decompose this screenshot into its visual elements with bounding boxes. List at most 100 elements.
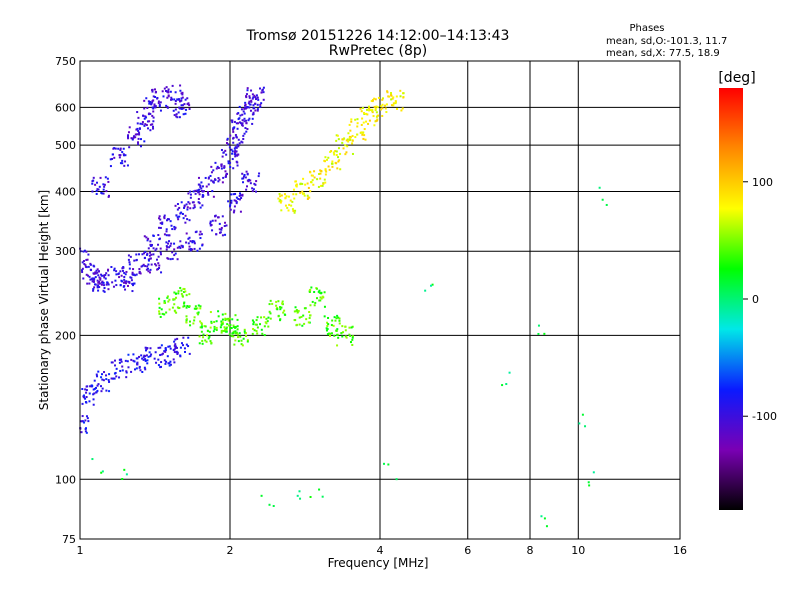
data-point [228,317,231,320]
data-point [199,230,202,233]
data-point [141,264,144,267]
data-point [176,98,179,101]
data-point [301,190,304,193]
data-point [230,148,233,151]
data-point [341,138,344,141]
data-point [326,333,329,336]
data-point [136,141,139,144]
data-point [294,209,297,212]
data-point [250,99,253,102]
data-point [202,336,205,339]
data-point [232,193,235,196]
data-point [319,296,322,299]
data-point [279,199,282,202]
data-point [157,346,160,349]
data-point [367,107,370,110]
data-point [178,245,181,248]
data-point [87,265,90,268]
data-point [326,321,329,324]
data-point [174,345,177,348]
data-point [308,290,311,293]
data-point [112,285,115,288]
data-point [147,100,150,103]
data-point [114,147,117,150]
data-point [154,249,157,252]
data-point [351,152,354,155]
data-point [316,297,319,300]
data-point [372,115,375,118]
data-point [127,134,130,137]
data-point [307,321,310,324]
data-point [174,343,177,346]
data-point [197,183,200,186]
data-point [308,317,311,320]
data-point [234,192,237,195]
data-point [134,368,137,371]
data-point [344,325,347,328]
data-point [598,186,601,189]
data-point [150,243,153,246]
data-point [125,473,128,476]
data-point [168,308,171,311]
data-point [179,346,182,349]
data-point [132,359,135,362]
data-point [217,166,220,169]
data-point [143,107,146,110]
data-point [151,88,154,91]
data-point [189,193,192,196]
data-point [182,287,185,290]
data-point [325,329,328,332]
data-point [392,102,395,105]
data-point [351,139,354,142]
data-point [361,117,364,120]
data-point [154,351,157,354]
data-point [219,231,222,234]
data-point [137,137,140,140]
data-point [172,109,175,112]
data-point [342,331,345,334]
data-point [374,109,377,112]
data-point [167,88,170,91]
data-point [174,292,177,295]
data-points [79,84,608,528]
data-point [125,371,128,374]
data-point [217,315,220,318]
data-point [194,231,197,234]
data-point [269,317,272,320]
data-point [340,332,343,335]
data-point [313,304,316,307]
data-point [250,89,253,92]
data-point [187,192,190,195]
data-point [351,343,354,346]
data-point [281,302,284,305]
data-point [119,147,122,150]
data-point [185,294,188,297]
data-point [225,153,228,156]
data-point [246,340,249,343]
data-point [296,323,299,326]
data-point [147,270,150,273]
data-point [128,267,131,270]
data-point [176,116,179,119]
data-point [178,116,181,119]
data-point [381,114,384,117]
data-point [341,141,344,144]
data-point [329,334,332,337]
data-point [385,111,388,114]
data-point [361,133,364,136]
data-point [202,194,205,197]
data-point [217,216,220,219]
data-point [97,383,100,386]
data-point [158,306,161,309]
data-point [251,117,254,120]
data-point [347,132,350,135]
data-point [255,98,258,101]
data-point [245,188,248,191]
data-point [204,339,207,342]
data-point [167,90,170,93]
data-point [323,178,326,181]
data-point [178,206,181,209]
data-point [321,184,324,187]
data-point [119,154,122,157]
data-point [344,335,347,338]
